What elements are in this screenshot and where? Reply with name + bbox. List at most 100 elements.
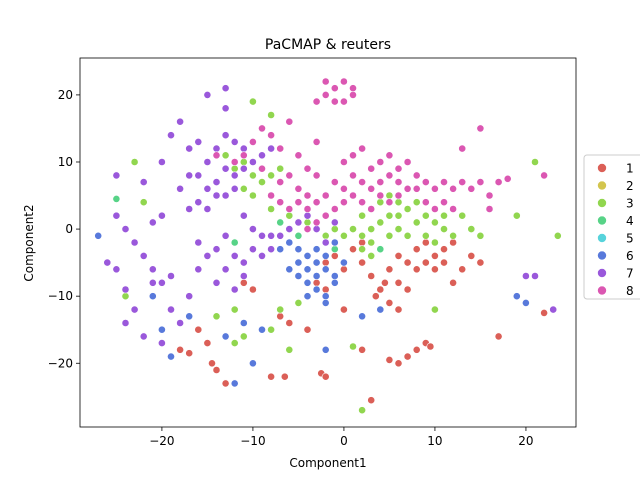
data-point-series-1 [494,332,503,341]
data-point-series-6 [330,278,339,287]
data-point-series-7 [321,238,330,247]
data-point-series-1 [203,339,212,347]
data-point-series-7 [230,285,239,294]
data-point-series-1 [412,245,421,254]
data-point-series-7 [239,164,248,173]
data-point-series-3 [358,231,366,240]
data-point-series-7 [157,211,166,220]
data-point-series-7 [194,238,203,247]
data-point-series-1 [194,325,203,334]
data-point-series-7 [258,151,266,160]
data-point-series-6 [185,312,194,321]
data-point-series-8 [458,144,467,153]
y-axis-label: Component2 [22,204,36,281]
data-point-series-8 [276,178,285,186]
data-point-series-1 [394,251,403,260]
data-point-series-8 [230,158,239,166]
data-point-series-8 [312,171,321,180]
data-point-series-7 [203,91,212,99]
data-point-series-7 [148,265,157,274]
data-point-series-1 [321,285,330,294]
data-point-series-1 [403,352,412,361]
data-point-series-1 [312,278,321,287]
data-point-series-7 [212,144,221,153]
data-point-series-3 [421,211,430,220]
data-point-series-6 [339,258,348,267]
data-point-series-7 [248,245,257,254]
x-tick-label: −20 [149,434,174,448]
data-point-series-7 [221,191,230,200]
data-point-series-7 [267,144,275,153]
data-point-series-7 [221,265,230,274]
data-point-series-8 [440,198,448,207]
legend-marker [597,215,607,226]
data-point-series-7 [167,272,175,280]
data-point-series-7 [176,184,184,193]
data-point-series-8 [321,211,330,220]
data-point-series-8 [330,178,339,186]
data-point-series-8 [412,184,421,193]
data-point-series-7 [276,231,285,240]
data-point-series-7 [157,158,166,166]
data-point-series-7 [221,131,230,140]
data-point-series-8 [339,198,348,207]
data-point-series-3 [367,251,376,260]
legend-label: 7 [626,267,634,281]
data-point-series-1 [385,355,394,364]
data-point-series-8 [339,77,348,86]
data-point-series-3 [394,225,403,233]
data-point-series-8 [421,178,430,186]
data-point-series-6 [148,292,157,301]
data-point-series-8 [485,205,494,213]
data-point-series-8 [339,158,348,166]
data-point-series-7 [248,158,257,166]
data-point-series-8 [349,84,357,93]
data-point-series-3 [239,332,248,341]
data-point-series-1 [358,238,366,247]
data-point-series-3 [130,158,139,166]
data-point-series-1 [385,298,394,307]
data-point-series-8 [440,178,448,186]
data-point-series-8 [330,84,339,93]
data-point-series-8 [449,205,457,213]
data-point-series-3 [230,164,239,173]
data-point-series-6 [285,238,294,247]
data-point-series-3 [339,231,348,240]
data-point-series-7 [330,218,339,227]
data-point-series-8 [367,205,376,213]
data-point-series-8 [449,184,457,193]
data-point-series-7 [212,191,221,200]
data-point-series-3 [267,111,275,119]
data-point-series-3 [385,211,394,220]
data-point-series-3 [294,298,303,307]
data-point-series-8 [476,178,485,186]
data-point-series-4 [294,231,303,240]
data-point-series-7 [185,205,194,213]
data-point-series-3 [412,218,421,227]
data-point-series-3 [258,178,266,186]
data-point-series-6 [312,285,321,294]
data-point-series-6 [276,245,285,254]
data-point-series-8 [394,164,403,173]
data-point-series-1 [426,342,435,351]
data-point-series-7 [258,251,266,260]
legend-label: 5 [626,232,634,246]
data-point-series-8 [367,164,376,173]
data-point-series-3 [239,158,248,166]
data-point-series-3 [230,305,239,314]
data-point-series-3 [276,305,285,314]
data-point-series-7 [185,292,194,301]
data-point-series-8 [267,131,275,140]
data-point-series-6 [522,298,530,307]
data-point-series-7 [312,225,321,233]
data-point-series-8 [412,171,421,180]
data-point-series-1 [440,245,448,254]
data-point-series-7 [148,218,157,227]
data-point-series-3 [267,205,275,213]
data-point-series-8 [330,205,339,213]
data-point-series-1 [430,265,439,274]
data-point-series-1 [412,345,421,354]
data-point-series-8 [458,178,467,186]
data-point-series-3 [212,312,221,321]
data-point-series-3 [230,339,239,347]
